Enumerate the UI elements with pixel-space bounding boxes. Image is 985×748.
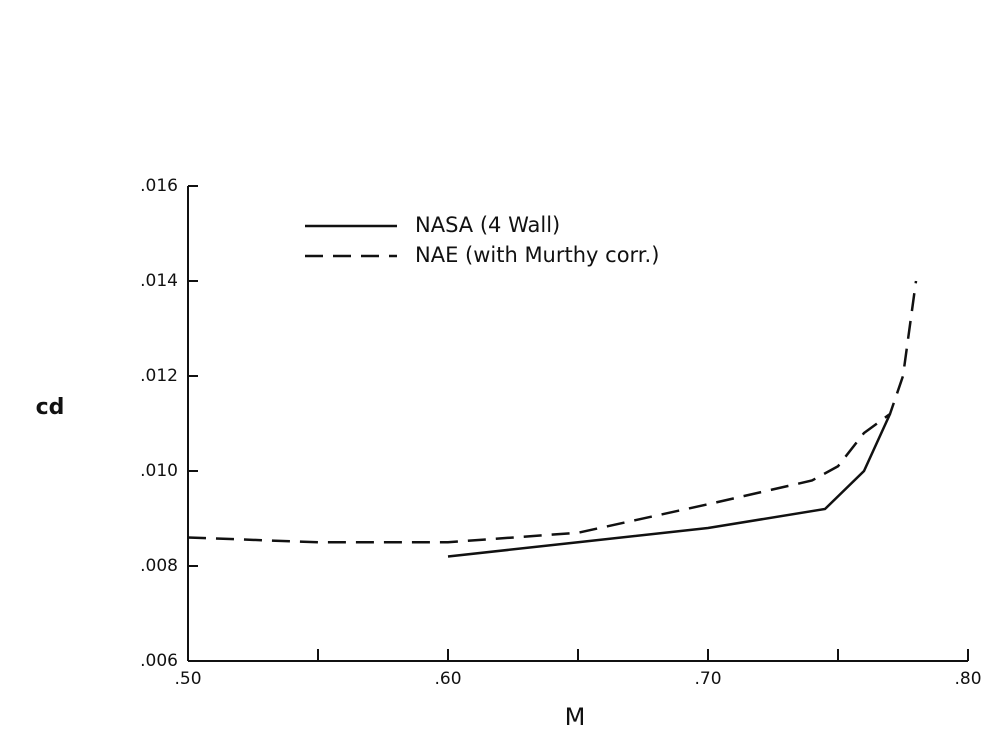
- x-axis-label: M: [565, 703, 586, 731]
- series-line: [447, 413, 892, 558]
- x-tick-label: .80: [954, 669, 981, 689]
- series-line: [187, 280, 918, 544]
- y-tick-label: .006: [140, 651, 178, 671]
- y-tick-label: .010: [140, 461, 178, 481]
- y-axis-label: cd: [36, 395, 65, 420]
- x-tick-label: .70: [694, 669, 721, 689]
- legend-label: NASA (4 Wall): [415, 213, 560, 237]
- y-tick-label: .014: [140, 271, 178, 291]
- legend-label: NAE (with Murthy corr.): [415, 243, 659, 267]
- y-tick-label: .016: [140, 176, 178, 196]
- y-tick-label: .008: [140, 556, 178, 576]
- y-tick-label: .012: [140, 366, 178, 386]
- x-tick-label: .50: [174, 669, 201, 689]
- x-tick-label: .60: [434, 669, 461, 689]
